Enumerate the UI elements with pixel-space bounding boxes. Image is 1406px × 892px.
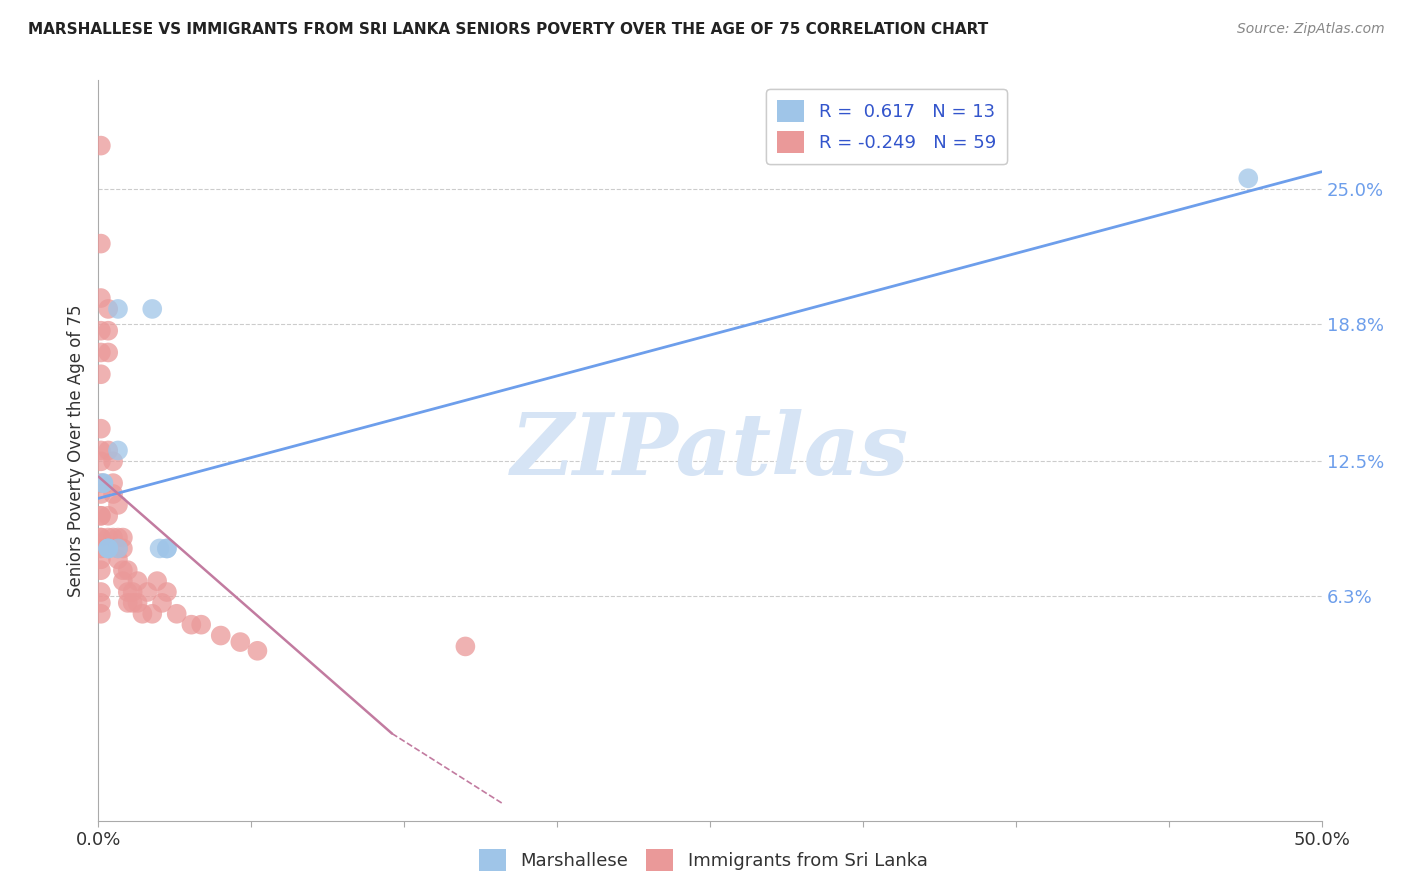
Point [90, 454, 112, 468]
Point [111, 531, 134, 545]
Point [121, 596, 143, 610]
Text: MARSHALLESE VS IMMIGRANTS FROM SRI LANKA SENIORS POVERTY OVER THE AGE OF 75 CORR: MARSHALLESE VS IMMIGRANTS FROM SRI LANKA… [28, 22, 988, 37]
Point [229, 635, 252, 649]
Point [180, 617, 202, 632]
Point [156, 585, 179, 599]
Point [156, 541, 179, 556]
Point [97, 508, 120, 523]
Point [97, 541, 120, 556]
Point [90, 487, 112, 501]
Point [111, 563, 134, 577]
Point [90, 291, 112, 305]
Point [101, 476, 124, 491]
Point [90, 585, 112, 599]
Point [90, 443, 112, 458]
Point [101, 531, 124, 545]
Point [190, 617, 212, 632]
Point [107, 531, 129, 545]
Point [146, 574, 169, 588]
Point [91, 476, 114, 491]
Point [107, 552, 129, 566]
Point [111, 541, 134, 556]
Point [90, 422, 112, 436]
Point [90, 596, 112, 610]
Point [90, 563, 112, 577]
Point [107, 541, 129, 556]
Point [90, 368, 112, 382]
Point [131, 607, 153, 621]
Point [127, 574, 149, 588]
Point [90, 531, 112, 545]
Y-axis label: Seniors Poverty Over the Age of 75: Seniors Poverty Over the Age of 75 [66, 304, 84, 597]
Point [246, 644, 269, 658]
Point [97, 443, 120, 458]
Point [90, 345, 112, 359]
Point [136, 585, 159, 599]
Point [121, 585, 143, 599]
Point [97, 531, 120, 545]
Point [91, 476, 114, 491]
Point [90, 476, 112, 491]
Point [107, 443, 129, 458]
Point [209, 629, 232, 643]
Legend: R =  0.617   N = 13, R = -0.249   N = 59: R = 0.617 N = 13, R = -0.249 N = 59 [766, 89, 1007, 164]
Point [90, 531, 112, 545]
Point [101, 454, 124, 468]
Point [90, 508, 112, 523]
Point [149, 541, 172, 556]
Point [97, 301, 120, 316]
Point [127, 596, 149, 610]
Point [454, 640, 477, 654]
Point [90, 607, 112, 621]
Point [90, 236, 112, 251]
Point [90, 508, 112, 523]
Point [150, 596, 173, 610]
Legend: Marshallese, Immigrants from Sri Lanka: Marshallese, Immigrants from Sri Lanka [471, 842, 935, 879]
Point [101, 487, 124, 501]
Point [107, 498, 129, 512]
Point [107, 541, 129, 556]
Point [97, 324, 120, 338]
Point [141, 301, 163, 316]
Text: Source: ZipAtlas.com: Source: ZipAtlas.com [1237, 22, 1385, 37]
Point [156, 541, 179, 556]
Point [117, 596, 139, 610]
Point [90, 324, 112, 338]
Point [1237, 171, 1260, 186]
Point [90, 552, 112, 566]
Point [111, 574, 134, 588]
Point [90, 138, 112, 153]
Point [97, 541, 120, 556]
Point [141, 607, 163, 621]
Point [97, 345, 120, 359]
Point [97, 541, 120, 556]
Point [117, 585, 139, 599]
Text: ZIPatlas: ZIPatlas [510, 409, 910, 492]
Point [117, 563, 139, 577]
Point [90, 541, 112, 556]
Point [107, 301, 129, 316]
Point [166, 607, 188, 621]
